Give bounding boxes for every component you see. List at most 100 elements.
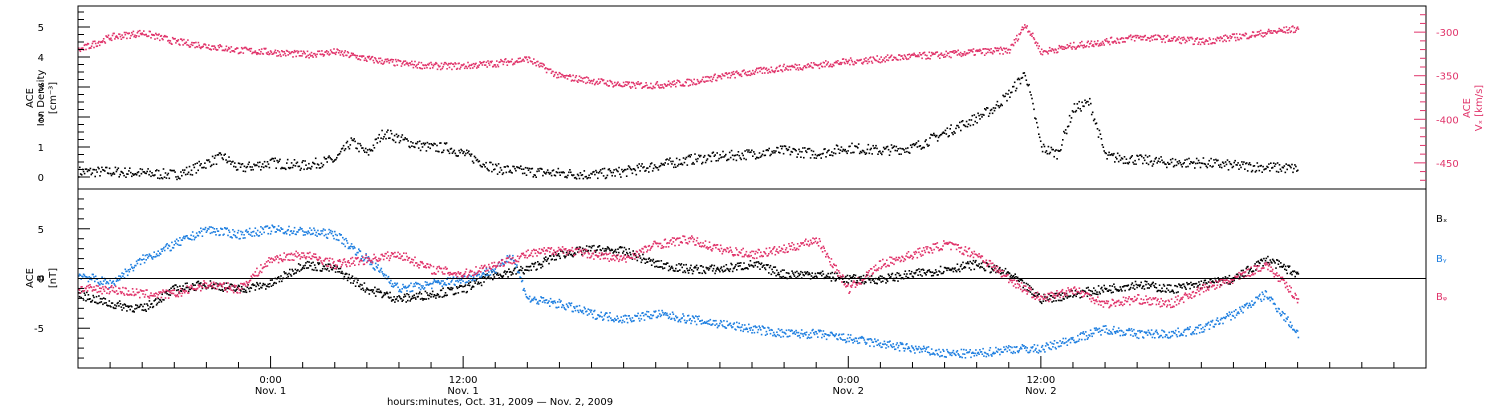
bx-point-394	[394, 301, 396, 303]
vx-point-1265	[1093, 45, 1095, 48]
density-point-950	[992, 107, 995, 109]
density-point-1101	[1138, 158, 1140, 161]
bx-point-1494	[1276, 259, 1279, 262]
vx-point-708	[646, 84, 648, 87]
by-point-275	[298, 228, 301, 231]
density-point-83	[157, 169, 160, 172]
vx-point-336	[347, 52, 350, 54]
vx-point-1300	[1121, 37, 1123, 39]
vx-point-1198	[1039, 51, 1041, 53]
by-point-454	[442, 280, 444, 282]
density-point-168	[239, 166, 242, 168]
density-point-538	[596, 171, 598, 174]
vx-point-1004	[883, 57, 886, 59]
bx-point-1374	[1180, 284, 1183, 287]
by-point-603	[561, 304, 564, 306]
density-point-411	[473, 155, 476, 158]
bx-point-880	[784, 276, 786, 279]
by-point-348	[357, 251, 359, 254]
density-point-966	[1008, 89, 1010, 92]
bx-point-786	[708, 267, 711, 270]
density-point-121	[194, 163, 197, 165]
bx-point-911	[809, 273, 811, 276]
by-point-418	[413, 283, 415, 285]
by-point-115	[170, 249, 172, 252]
vx-point-1098	[959, 54, 961, 56]
density-point-651	[704, 161, 707, 164]
vx-point-18	[92, 40, 94, 43]
vx-point-357	[364, 57, 367, 59]
by-point-586	[548, 300, 550, 302]
density-point-1127	[1163, 161, 1165, 163]
vx-point-1370	[1177, 38, 1179, 41]
bx-point-721	[656, 260, 659, 262]
vx-point-891	[792, 65, 795, 68]
vx-point-50	[118, 33, 120, 35]
vx-point-856	[764, 68, 767, 70]
density-point-241	[310, 168, 312, 170]
density-point-1050	[1089, 97, 1091, 100]
density-point-445	[506, 165, 509, 167]
by-point-526	[500, 264, 502, 267]
by-point-301	[319, 233, 322, 236]
density-point-1185	[1219, 166, 1221, 168]
density-point-604	[659, 165, 662, 167]
bx-point-1239	[1072, 296, 1074, 298]
vx-point-468	[453, 65, 456, 68]
vx-point-387	[388, 62, 391, 64]
density-point-2	[79, 173, 82, 175]
vx-point-946	[837, 60, 839, 62]
vx-point-794	[715, 79, 717, 82]
bx-point-1130	[984, 269, 987, 272]
bx-point-1256	[1085, 287, 1088, 289]
density-point-187	[258, 165, 260, 168]
density-point-134	[207, 159, 209, 162]
bx-point-416	[411, 295, 414, 298]
bx-point-606	[564, 256, 566, 259]
density-point-510	[569, 169, 571, 171]
vx-point-155	[202, 45, 204, 48]
density-point-286	[353, 138, 355, 140]
by-point-0	[78, 275, 80, 277]
by-point-2	[79, 274, 82, 276]
bx-point-1196	[1037, 293, 1040, 295]
bx-point-1184	[1028, 290, 1030, 292]
density-point-1146	[1181, 165, 1183, 168]
density-point-34	[110, 174, 113, 177]
bx-point-410	[407, 299, 409, 302]
bx-point-925	[820, 271, 822, 274]
by-point-358	[365, 253, 367, 255]
density-point-598	[653, 164, 656, 166]
vx-point-427	[420, 61, 423, 64]
by-point-541	[512, 254, 514, 257]
bx-point-431	[423, 298, 426, 300]
density-point-179	[250, 169, 252, 171]
vx-point-1507	[1287, 32, 1289, 34]
density-point-204	[274, 157, 276, 160]
vx-point-288	[309, 53, 311, 56]
bx-point-3	[80, 296, 82, 299]
by-point-534	[506, 255, 509, 257]
bx-point-1047	[918, 268, 920, 270]
density-point-52	[128, 170, 130, 172]
vx-point-1461	[1250, 36, 1252, 38]
bx-point-1363	[1171, 289, 1174, 291]
bx-point-207	[244, 291, 246, 293]
vx-point-1193	[1035, 41, 1037, 43]
vx-point-1092	[954, 50, 956, 52]
by-point-185	[226, 227, 228, 230]
density-point-828	[875, 144, 877, 147]
density-point-601	[656, 167, 659, 169]
bx-point-672	[617, 248, 619, 250]
bx-point-577	[541, 263, 543, 266]
density-point-942	[985, 109, 987, 111]
vx-point-384	[386, 60, 388, 63]
vx-point-276	[299, 55, 302, 57]
vx-point-1201	[1041, 53, 1044, 56]
density-point-493	[552, 169, 555, 171]
vx-point-1455	[1245, 33, 1248, 35]
by-point-390	[390, 285, 393, 287]
bx-point-730	[663, 267, 666, 269]
density-point-395	[458, 149, 460, 152]
vx-point-989	[871, 62, 874, 64]
